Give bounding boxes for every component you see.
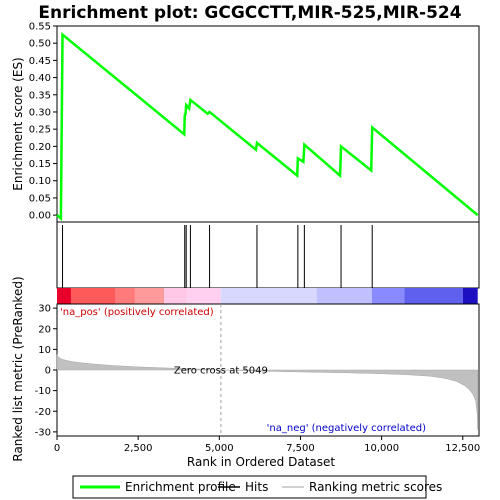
es-y-axis-title: Enrichment score (ES) [11, 57, 25, 190]
metric-y-axis-title: Ranked list metric (PreRanked) [11, 276, 25, 461]
legend-label: Ranking metric scores [309, 480, 442, 494]
es-y-tick-label: 0.20 [29, 142, 51, 153]
ranking-metric-area [56, 353, 478, 430]
es-y-tick-label: 0.15 [29, 159, 51, 170]
x-tick-label: 0 [54, 443, 60, 454]
metric-y-tick-label: 30 [38, 304, 51, 315]
negative-correlation-label: 'na_neg' (negatively correlated) [267, 423, 426, 434]
x-tick-label: 12,500 [445, 443, 480, 454]
x-axis: 0 2,500 5,000 7,500 10,000 12,500 [54, 436, 480, 454]
es-y-tick-label: 0.05 [29, 193, 51, 204]
color-bar-segment [70, 288, 116, 304]
x-tick-label: 7,500 [286, 443, 315, 454]
hits-marks [62, 225, 373, 288]
enrichment-profile-line [56, 31, 479, 222]
es-y-axis: 0.00 0.05 0.10 0.15 0.20 0.25 0.30 0.35 0.40 0.45… [29, 22, 57, 222]
x-tick-label: 10,000 [364, 443, 399, 454]
es-y-tick-label: 0.00 [29, 211, 51, 222]
hits-panel-frame [56, 221, 480, 289]
color-bar-segment [186, 288, 221, 304]
zero-cross-label: Zero cross at 5049 [174, 366, 268, 377]
es-y-tick-label: 0.35 [29, 90, 51, 101]
legend-label: Enrichment profile [125, 480, 236, 494]
ranking-color-bar [57, 288, 478, 304]
color-bar-segment [115, 288, 135, 304]
color-bar-segment [371, 288, 405, 304]
metric-y-tick-label: 20 [38, 324, 51, 335]
color-bar-segment [316, 288, 372, 304]
metric-y-axis: -30 -20 -10 0 10 20 30 [35, 304, 57, 438]
x-axis-title: Rank in Ordered Dataset [187, 455, 335, 469]
metric-y-tick-label: 0 [45, 366, 51, 377]
es-y-tick-label: 0.10 [29, 176, 51, 187]
chart-title: Enrichment plot: GCGCCTT,MIR-525,MIR-524 [38, 3, 461, 23]
legend: Enrichment profile Hits Ranking metric sco… [72, 475, 442, 499]
color-bar-segment [57, 288, 71, 304]
x-tick-label: 2,500 [124, 443, 153, 454]
es-panel-frame [56, 25, 480, 223]
metric-y-tick-label: -10 [35, 386, 51, 397]
es-y-tick-label: 0.50 [29, 39, 51, 50]
metric-y-tick-label: -20 [35, 407, 51, 418]
metric-y-tick-label: 10 [38, 345, 51, 356]
es-y-tick-label: 0.45 [29, 56, 51, 67]
color-bar-segment [134, 288, 165, 304]
positive-correlation-label: 'na_pos' (positively correlated) [60, 307, 214, 318]
legend-label: Hits [245, 480, 268, 494]
es-y-tick-label: 0.55 [29, 22, 51, 33]
metric-y-tick-label: -30 [35, 427, 51, 438]
es-y-tick-label: 0.30 [29, 107, 51, 118]
es-y-tick-label: 0.25 [29, 125, 51, 136]
legend-frame [72, 475, 427, 499]
x-tick-label: 5,000 [205, 443, 234, 454]
color-bar-segment [220, 288, 317, 304]
color-bar-segment [164, 288, 187, 304]
es-y-tick-label: 0.40 [29, 73, 51, 84]
color-bar-segment [462, 288, 478, 304]
color-bar-segment [404, 288, 463, 304]
